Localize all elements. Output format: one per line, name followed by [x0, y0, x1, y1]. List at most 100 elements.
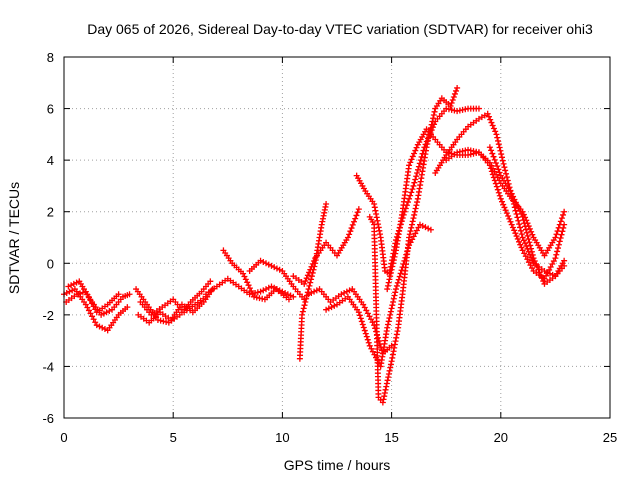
data-points [61, 84, 568, 406]
data-point [522, 223, 529, 230]
data-point [499, 198, 506, 205]
data-point [519, 234, 526, 241]
data-point [380, 396, 387, 403]
data-point [408, 156, 415, 163]
series-track-15 [366, 84, 461, 406]
data-point [338, 291, 345, 298]
data-point [561, 208, 568, 215]
data-point [242, 276, 249, 283]
grid [64, 57, 610, 418]
data-point [263, 286, 270, 293]
data-point [284, 291, 291, 298]
data-point [383, 380, 390, 387]
data-point [497, 195, 504, 202]
data-point [371, 200, 378, 207]
data-point [411, 211, 418, 218]
data-point [308, 273, 315, 280]
data-point [389, 351, 396, 358]
data-point [555, 241, 562, 248]
data-point [257, 257, 264, 264]
data-point [371, 204, 378, 211]
data-point [408, 224, 415, 231]
data-point [379, 399, 386, 406]
data-point [518, 231, 525, 238]
data-point [355, 309, 362, 316]
data-point [285, 296, 292, 303]
data-point [407, 159, 414, 166]
data-point [389, 354, 396, 361]
y-tick-label: -4 [42, 359, 54, 374]
data-point [422, 224, 429, 231]
data-point [527, 242, 534, 249]
data-point [385, 279, 392, 286]
data-point [304, 272, 311, 279]
data-point [408, 221, 415, 228]
data-point [502, 207, 509, 214]
data-point [385, 374, 392, 381]
data-point [496, 144, 503, 151]
data-point [503, 210, 510, 217]
data-point [535, 266, 542, 273]
data-point [393, 331, 400, 338]
data-point [489, 150, 496, 157]
data-point [341, 289, 348, 296]
data-point [523, 229, 530, 236]
data-point [268, 262, 275, 269]
data-point [419, 222, 426, 229]
data-point [495, 141, 502, 148]
data-point [528, 245, 535, 252]
data-point [506, 215, 513, 222]
data-point [514, 235, 521, 242]
data-point [556, 238, 563, 245]
data-point [524, 232, 531, 239]
data-point [386, 315, 393, 322]
data-point [395, 276, 402, 283]
data-point [305, 286, 312, 293]
data-point [299, 308, 306, 315]
data-point [494, 163, 501, 170]
data-point [77, 290, 84, 297]
series-track-12 [305, 286, 395, 357]
data-point [115, 291, 122, 298]
data-point [500, 201, 507, 208]
data-point [313, 287, 320, 294]
data-point [521, 220, 528, 227]
data-point [302, 298, 309, 305]
data-point [412, 176, 419, 183]
data-point [126, 291, 133, 298]
data-point [520, 217, 527, 224]
data-point [430, 115, 437, 122]
data-point [526, 225, 533, 232]
data-point [492, 160, 499, 167]
data-point [343, 288, 350, 295]
data-point [501, 164, 508, 171]
data-point [391, 292, 398, 299]
data-point [390, 257, 397, 264]
data-point [101, 326, 108, 333]
data-point [517, 224, 524, 231]
data-point [308, 263, 315, 270]
data-point [454, 84, 461, 91]
data-point [423, 144, 430, 151]
data-point [520, 237, 527, 244]
data-point [484, 110, 491, 117]
data-point [382, 386, 389, 393]
data-point [373, 211, 380, 218]
y-tick-label: -2 [42, 308, 54, 323]
data-point [415, 163, 422, 170]
data-point [391, 341, 398, 348]
data-point [346, 287, 353, 294]
y-tick-label: -6 [42, 411, 54, 426]
data-point [384, 286, 391, 293]
data-point [388, 266, 395, 273]
data-point [376, 227, 383, 234]
x-tick-label: 10 [275, 430, 289, 445]
data-point [386, 276, 393, 283]
data-point [359, 321, 366, 328]
data-point [387, 308, 394, 315]
data-point [413, 202, 420, 209]
data-point [554, 228, 561, 235]
data-point [106, 307, 113, 314]
data-point [546, 270, 553, 277]
